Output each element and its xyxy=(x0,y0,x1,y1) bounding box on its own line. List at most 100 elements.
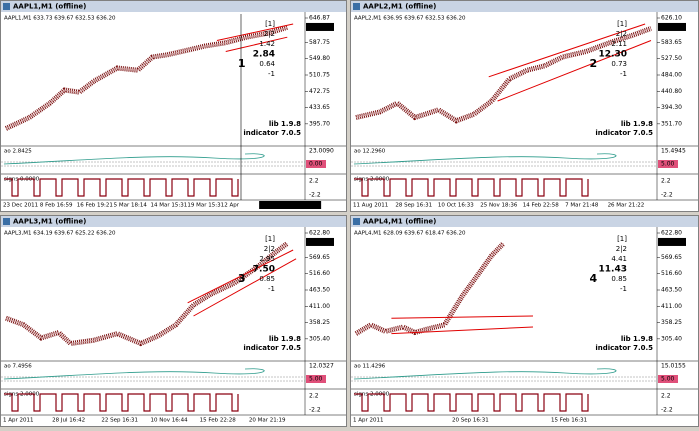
title-bar xyxy=(351,1,698,12)
info-value: 12.30 xyxy=(599,50,627,60)
price-label: 587.75 xyxy=(309,39,330,46)
signs-line xyxy=(354,178,589,197)
info-value: 7.50 xyxy=(253,265,275,275)
ao-level: 5.00 xyxy=(309,376,323,383)
price-label: 510.75 xyxy=(309,72,330,79)
signs-level: 2.2 xyxy=(309,393,319,400)
date-label: 25 Nov 18:36 xyxy=(480,203,518,209)
indicator-version: indicator 7.0.5 xyxy=(595,344,653,352)
price-label: 622.80 xyxy=(309,230,330,237)
price-label: 583.65 xyxy=(661,39,682,46)
lib-version: lib 1.9.8 xyxy=(269,120,301,128)
ao-label: ao 12.2960 xyxy=(354,149,386,155)
date-label: 5 Mar 18:14 xyxy=(114,203,148,209)
info-value: 0.64 xyxy=(259,60,275,68)
info-value: 0.85 xyxy=(611,275,627,283)
cursor-date-box xyxy=(259,201,322,209)
date-label: 14 Mar 15:31 xyxy=(151,203,188,209)
current-price: 636.20 xyxy=(309,23,330,30)
info-value: 2|2 xyxy=(264,245,275,253)
date-label: 19 Mar 15:31 xyxy=(187,203,224,209)
chart-window[interactable]: AAPL1,M1 (offline) AAPL1,M1 633.73 639.67… xyxy=(0,0,347,212)
indicator-version: indicator 7.0.5 xyxy=(243,344,301,352)
info-value: 0.85 xyxy=(259,275,275,283)
price-label: 626.10 xyxy=(661,15,682,22)
lib-version: lib 1.9.8 xyxy=(621,335,653,343)
info-value: [1] xyxy=(265,20,275,28)
trend-line xyxy=(187,249,294,304)
ao-level: 23.0090 xyxy=(309,148,334,155)
price-label: 646.87 xyxy=(309,15,330,22)
trend-line xyxy=(193,258,297,317)
ao-line xyxy=(353,368,617,380)
trend-line xyxy=(391,315,534,319)
window-title: AAPL2,M1 (offline) xyxy=(363,3,436,11)
date-label: 10 Oct 16:33 xyxy=(438,203,474,209)
signs-level: -2.2 xyxy=(661,407,673,414)
info-value: 1.42 xyxy=(259,40,275,48)
ao-level: 5.00 xyxy=(661,376,675,383)
info-value: -1 xyxy=(268,70,275,78)
current-price-box xyxy=(658,237,686,246)
trend-line xyxy=(391,326,534,335)
ao-label: ao 2.8425 xyxy=(4,149,32,155)
date-label: 1 Apr 2011 xyxy=(353,418,384,424)
info-value: 2.11 xyxy=(611,40,627,48)
price-label: 440.80 xyxy=(661,88,682,95)
indicator-version: indicator 7.0.5 xyxy=(595,129,653,137)
chart-number: 4 xyxy=(589,272,597,285)
signs-level: 2.2 xyxy=(309,178,319,185)
chart-window[interactable]: AAPL3,M1 (offline) AAPL3,M1 634.19 639.67… xyxy=(0,215,347,427)
price-label: 472.75 xyxy=(309,88,330,95)
signs-level: -2.2 xyxy=(309,407,321,414)
price-label: 358.25 xyxy=(309,319,330,326)
date-label: 20 Mar 21:19 xyxy=(249,418,286,424)
price-label: 411.00 xyxy=(309,303,330,310)
window-frame xyxy=(350,0,699,212)
title-bar xyxy=(1,216,346,227)
ao-level: 15.4945 xyxy=(661,148,686,155)
date-label: 28 Sep 16:31 xyxy=(395,203,432,209)
chart-window[interactable]: AAPL4,M1 (offline) AAPL4,M1 628.09 639.67… xyxy=(350,215,699,427)
chart-number: 2 xyxy=(589,57,597,70)
info-value: [1] xyxy=(617,20,627,28)
price-label: 484.00 xyxy=(661,72,682,79)
date-label: 22 Sep 16:31 xyxy=(101,418,138,424)
info-value: 2.84 xyxy=(253,50,275,60)
price-line xyxy=(355,27,652,122)
date-label: 23 Dec 2011 xyxy=(3,203,38,209)
ao-level: 5.00 xyxy=(661,161,675,168)
current-price-box xyxy=(306,237,334,246)
trend-line xyxy=(225,36,288,52)
chart-header: AAPL2,M1 636.95 639.67 632.53 636.20 xyxy=(354,16,466,22)
trend-line xyxy=(216,23,294,41)
title-bar xyxy=(1,1,346,12)
signs-level: 2.2 xyxy=(661,393,671,400)
chart-number: 1 xyxy=(238,57,246,70)
window-title: AAPL3,M1 (offline) xyxy=(13,218,86,226)
ao-level-box xyxy=(306,375,326,383)
chart-number: 3 xyxy=(238,272,246,285)
price-label: 622.80 xyxy=(661,230,682,237)
chart-header: AAPL3,M1 634.19 639.67 625.22 636.20 xyxy=(4,231,116,237)
date-label: 1 Apr 2011 xyxy=(3,418,34,424)
price-line xyxy=(5,26,288,129)
date-label: 15 Feb 22:28 xyxy=(200,418,237,424)
price-label: 433.65 xyxy=(309,104,330,111)
lib-version: lib 1.9.8 xyxy=(621,120,653,128)
chart-window[interactable]: AAPL2,M1 (offline) AAPL2,M1 636.95 639.67… xyxy=(350,0,699,212)
price-label: 358.25 xyxy=(661,319,682,326)
window-icon xyxy=(3,218,10,225)
price-label: 305.40 xyxy=(661,335,682,342)
window-frame xyxy=(350,215,699,427)
indicator-version: indicator 7.0.5 xyxy=(243,129,301,137)
ao-level-box xyxy=(658,375,678,383)
info-value: 2|2 xyxy=(264,30,275,38)
ao-line xyxy=(3,153,265,165)
current-price-box xyxy=(306,22,334,31)
ao-line xyxy=(3,368,265,380)
price-label: 549.80 xyxy=(309,55,330,62)
current-price: 636.20 xyxy=(661,23,682,30)
price-line xyxy=(5,243,288,345)
